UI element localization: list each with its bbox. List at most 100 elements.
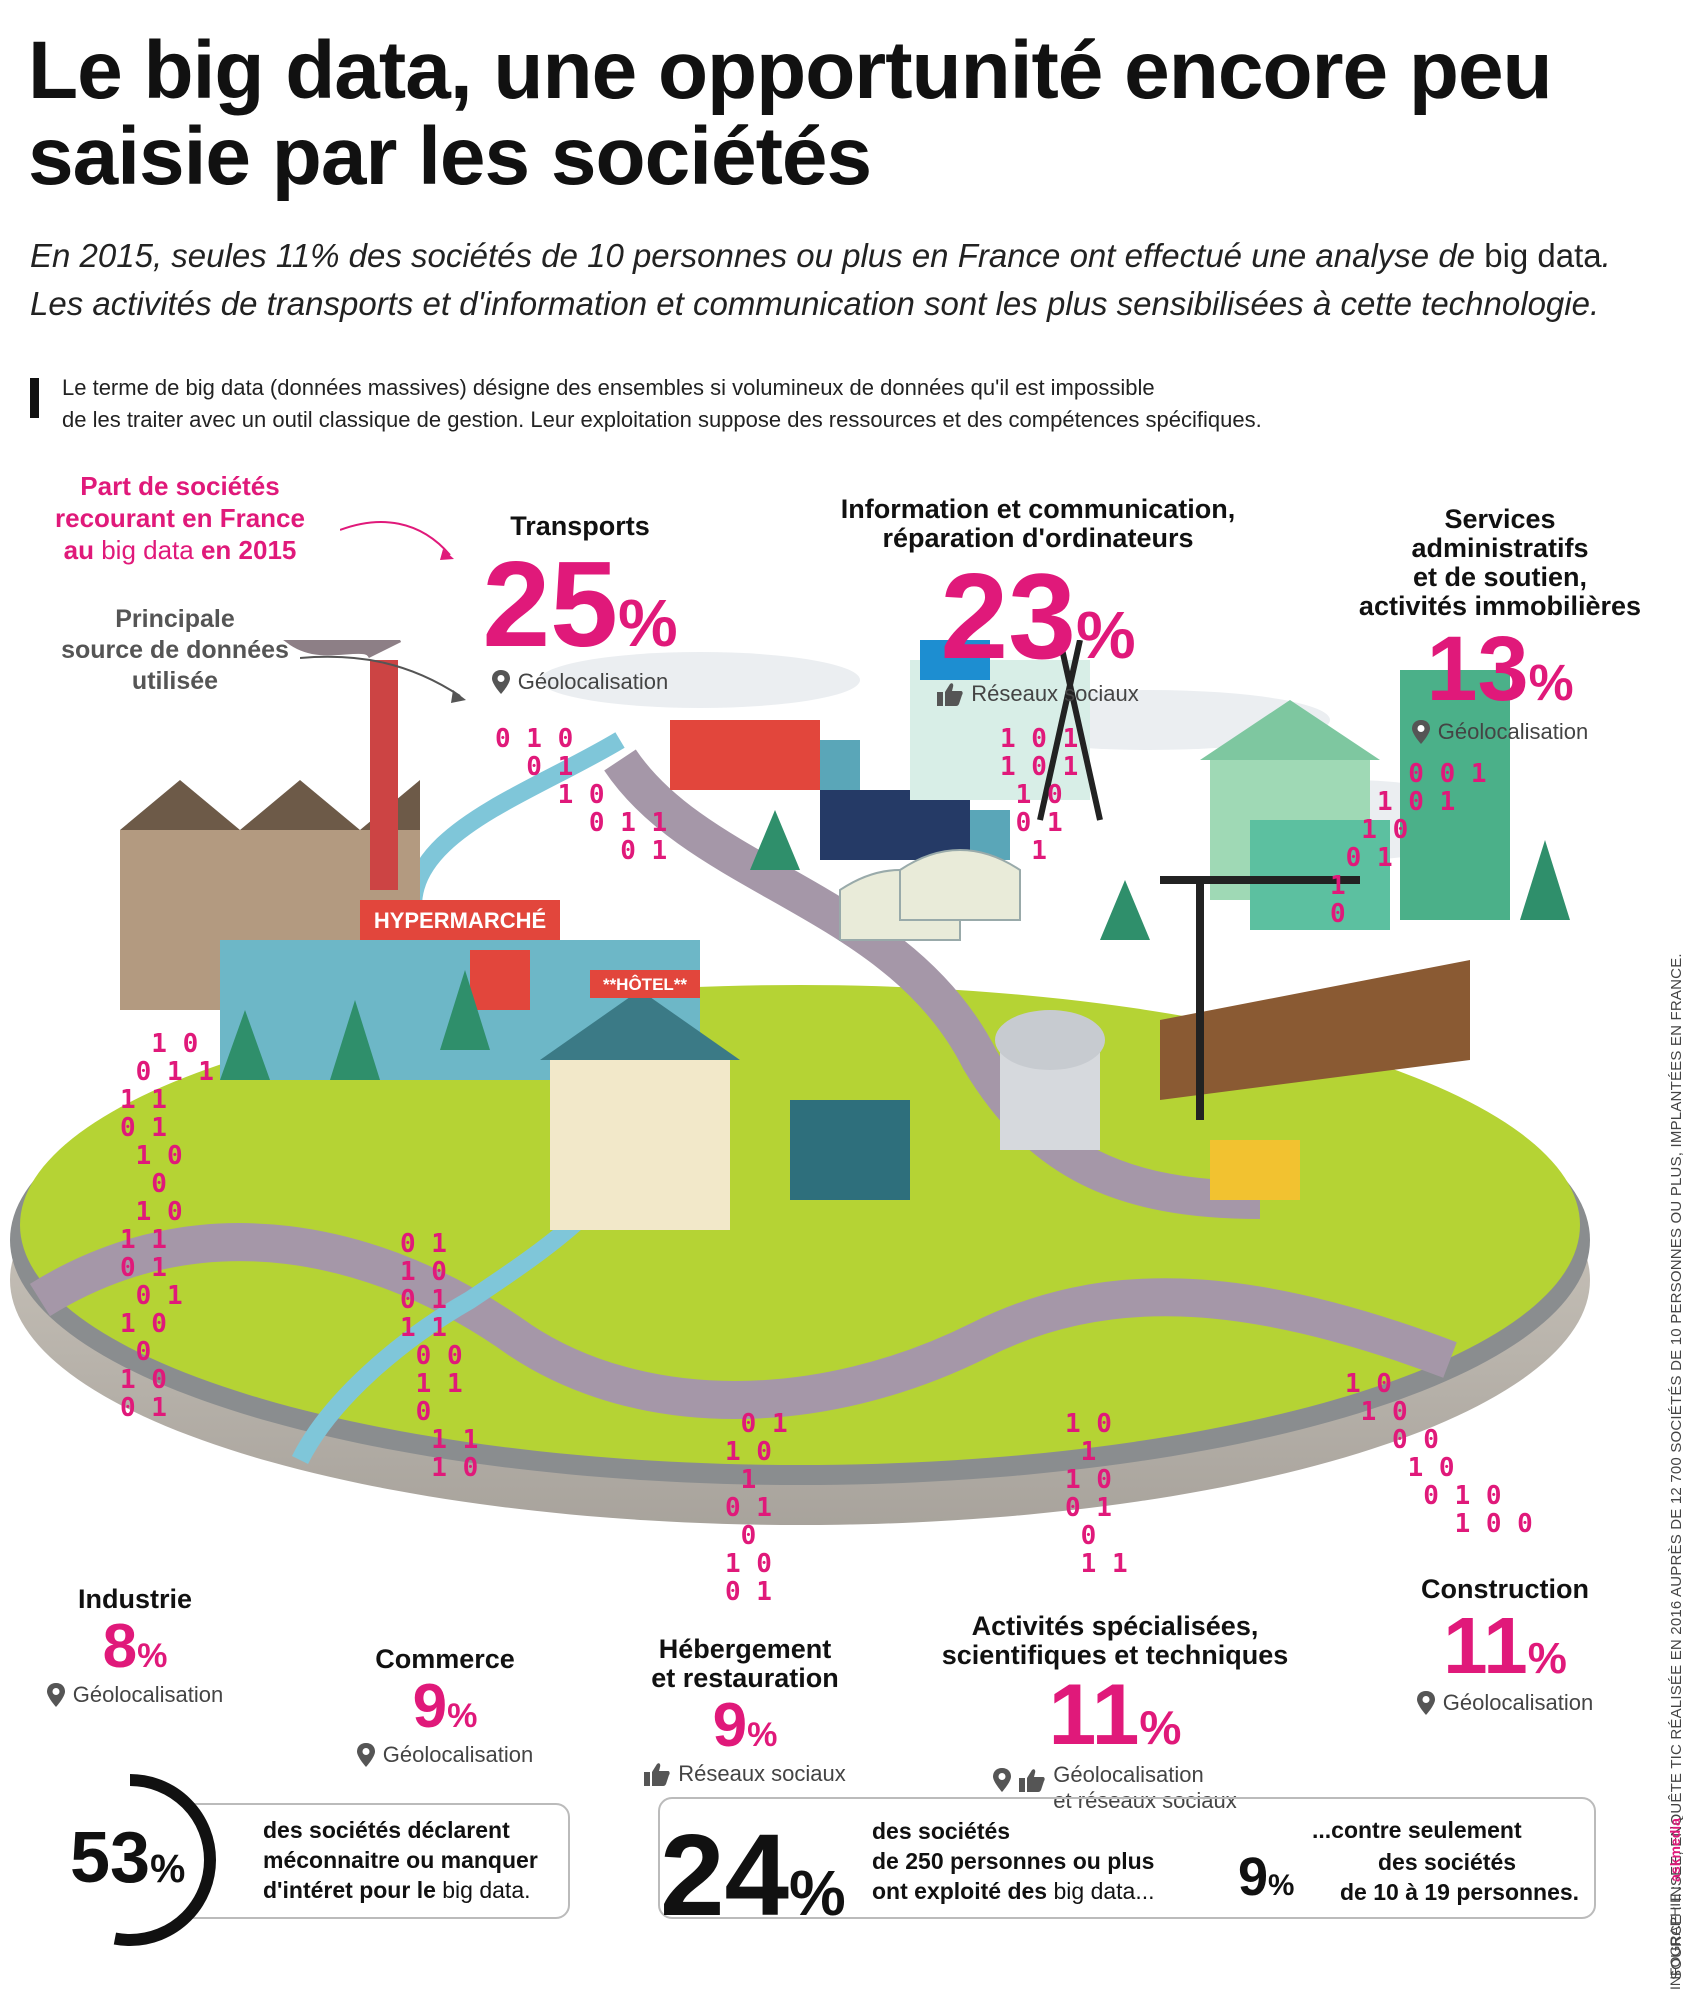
thumbs-up-icon: [644, 1762, 670, 1786]
stat-9-text: des sociétés de 10 à 19 personnes.: [1340, 1847, 1579, 1907]
location-pin-icon: [46, 1683, 65, 1707]
sector-percent: 9%: [330, 1676, 560, 1738]
sector-commerce: Commerce 9% Géolocalisation: [330, 1645, 560, 1768]
office-buildings: [1200, 670, 1510, 930]
trees: [220, 810, 1570, 1080]
sector-source: Géolocalisation et réseaux sociaux: [920, 1762, 1310, 1814]
credit-prefix: INFOGRAPHIE :: [1667, 1881, 1683, 1990]
sector-name-line2: réparation d'ordinateurs: [882, 523, 1194, 553]
binary-stream-commerce: 0 1 1 0 0 1 1 1 0 0 1 1 0 1 1 1 0: [400, 1229, 479, 1483]
definition-line1: Le terme de big data (données massives) …: [62, 375, 1155, 400]
stat-9-lead: ...contre seulement: [1312, 1817, 1522, 1843]
thumbs-up-icon: [937, 682, 963, 706]
sector-source: Géolocalisation: [1380, 1690, 1630, 1716]
sector-information: Information et communication, réparation…: [818, 495, 1258, 707]
sector-source-line2: et réseaux sociaux: [1053, 1788, 1237, 1813]
thumbs-up-icon: [1019, 1768, 1045, 1792]
subtitle-line1-suffix: .: [1601, 237, 1611, 274]
sector-source: Géolocalisation: [1340, 719, 1660, 745]
stat-line3a: d'intéret pour le: [263, 1877, 443, 1903]
sector-hebergement: Hébergement et restauration 9% Réseaux s…: [620, 1635, 870, 1787]
legend-source-arrow: [300, 655, 466, 703]
sector-name-line4: activités immobilières: [1358, 591, 1642, 621]
binary-stream-services: 0 0 1 1 0 1 1 0 0 1 1 0: [1330, 759, 1487, 929]
stat-53-text: des sociétés déclarent méconnaitre ou ma…: [263, 1815, 538, 1905]
location-pin-icon: [356, 1743, 375, 1767]
sector-source-label: Réseaux sociaux: [971, 681, 1139, 706]
legend-share-line1: Part de sociétés: [80, 471, 280, 501]
sector-percent: 13%: [1340, 623, 1660, 715]
definition-bar: [30, 378, 39, 418]
stat-24-value: 24%: [660, 1817, 846, 1941]
sector-percent: 25%: [420, 543, 740, 665]
hotel: **HÔTEL**: [540, 970, 740, 1230]
legend-share-line3a: au: [63, 535, 102, 565]
stat-24-text: des sociétés de 250 personnes ou plus on…: [872, 1816, 1155, 1906]
stat-value: 9: [1238, 1847, 1269, 1907]
sector-percent: 11%: [1380, 1606, 1630, 1686]
sector-transports: Transports 25% Géolocalisation: [420, 512, 740, 695]
road-loop: [29, 749, 1457, 1419]
location-pin-icon: [1411, 720, 1430, 744]
binary-stream-specialisees: 1 0 1 1 0 0 1 0 1 1: [1065, 1409, 1128, 1579]
sector-name-line3: et de soutien,: [1412, 562, 1588, 592]
legend-share-line3c: en 2015: [193, 535, 297, 565]
sector-name: Construction: [1421, 1574, 1589, 1604]
sector-unit: %: [747, 1716, 778, 1754]
definition-line2: de les traiter avec un outil classique d…: [62, 407, 1262, 432]
sector-industrie: Industrie 8% Géolocalisation: [20, 1585, 250, 1708]
legend-share-arrow: [340, 521, 454, 560]
sector-source: Géolocalisation: [420, 669, 740, 695]
sector-name-line2: administratifs: [1411, 533, 1589, 563]
sector-unit: %: [1076, 598, 1136, 673]
stat-line1: des sociétés: [1378, 1849, 1517, 1875]
binary-stream-construction: 1 0 1 0 0 0 1 0 0 1 0 1 0 0: [1345, 1369, 1533, 1539]
sector-name-line1: Activités spécialisées,: [971, 1611, 1259, 1641]
legend-source-line1: Principale: [115, 605, 235, 633]
sector-name: Industrie: [77, 1584, 192, 1614]
hypermarche-sign: HYPERMARCHÉ: [374, 908, 546, 933]
sector-source: Réseaux sociaux: [818, 681, 1258, 707]
sector-unit: %: [1527, 1634, 1567, 1683]
sector-services: Services administratifs et de soutien, a…: [1340, 505, 1660, 745]
stat-53-ring: [44, 1774, 216, 1946]
construction-site: [1160, 876, 1470, 1200]
sector-unit: %: [137, 1637, 168, 1675]
stat-unit: %: [789, 1857, 846, 1929]
legend-share-line2: recourant en France: [55, 503, 305, 533]
sector-unit: %: [1139, 1702, 1182, 1755]
restaurant: [790, 1100, 910, 1200]
hotel-sign: **HÔTEL**: [603, 975, 687, 994]
binary-stream-hebergement: 0 1 1 0 1 0 1 0 1 0 0 1: [725, 1409, 788, 1607]
legend-source: Principale source de données utilisée: [30, 604, 320, 697]
stat-unit: %: [1268, 1869, 1295, 1902]
binary-stream-transports: 0 1 0 0 1 1 0 0 1 1 0 1: [495, 724, 668, 866]
location-pin-icon: [1416, 1691, 1435, 1715]
stat-line3b: big data...: [1053, 1878, 1155, 1904]
sector-value: 25: [482, 536, 619, 672]
legend-source-line3: utilisée: [131, 667, 219, 695]
sector-percent: 23%: [818, 555, 1258, 677]
sector-source-label: Géolocalisation: [1437, 719, 1589, 744]
sector-value: 9: [712, 1691, 748, 1760]
it-building: [910, 640, 1103, 821]
sector-unit: %: [618, 586, 678, 661]
page-title: Le big data, une opportunité encore peu …: [28, 25, 1553, 202]
sector-percent: 11%: [920, 1672, 1310, 1758]
definition-text: Le terme de big data (données massives) …: [62, 372, 1512, 436]
sector-source-label: Géolocalisation: [72, 1682, 224, 1707]
sector-value: 13: [1426, 618, 1529, 720]
sector-source-label: Géolocalisation: [382, 1742, 534, 1767]
sector-source: Géolocalisation: [20, 1682, 250, 1708]
stat-line2: de 250 personnes ou plus: [872, 1848, 1155, 1874]
stat-line1: des sociétés déclarent: [263, 1817, 510, 1843]
sector-name-line1: Services: [1444, 504, 1556, 534]
sector-source-label: Géolocalisation: [1442, 1690, 1594, 1715]
location-pin-icon: [993, 1768, 1012, 1792]
legend-source-line2: source de données: [61, 636, 289, 664]
stat-value: 24: [660, 1810, 790, 1940]
stat-value: 53: [70, 1818, 151, 1898]
legend-share-line3b: big data: [101, 535, 194, 565]
sector-source-label: Géolocalisation: [517, 669, 669, 694]
sector-value: 11: [1048, 1667, 1140, 1763]
